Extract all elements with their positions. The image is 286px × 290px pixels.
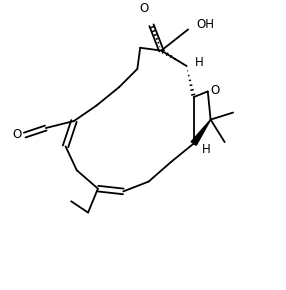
Text: H: H <box>194 56 203 69</box>
Text: O: O <box>13 128 22 141</box>
Polygon shape <box>191 119 210 145</box>
Text: O: O <box>210 84 220 97</box>
Text: O: O <box>140 2 149 15</box>
Text: OH: OH <box>196 19 214 31</box>
Text: H: H <box>202 143 211 156</box>
